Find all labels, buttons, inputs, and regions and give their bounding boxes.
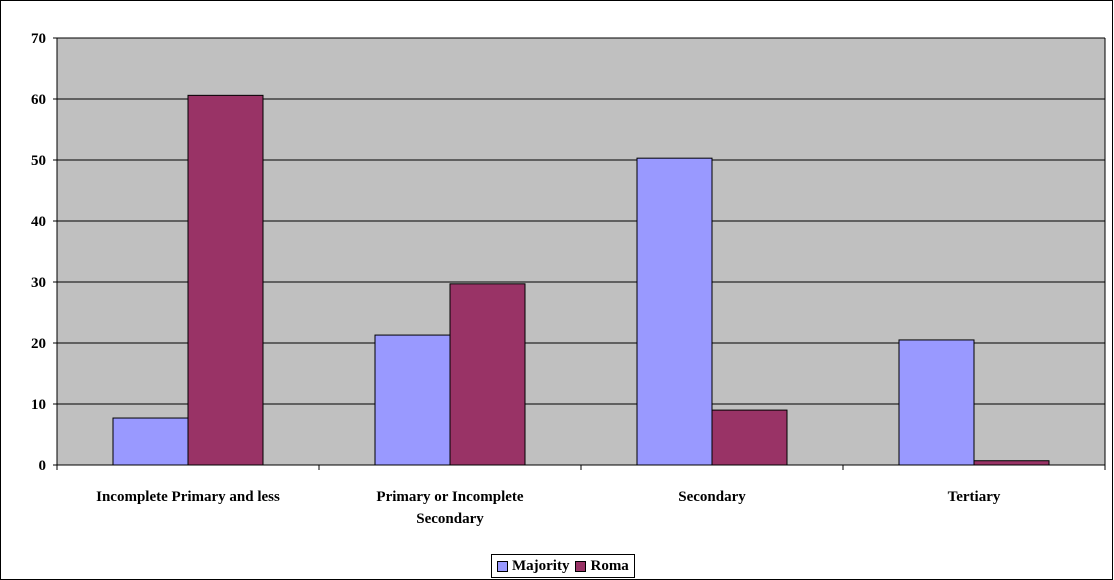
bar-majority: [112, 417, 189, 466]
y-tick-label: 20: [31, 336, 46, 352]
legend-item-roma: Roma: [575, 557, 629, 575]
x-tick-label: Secondary: [678, 489, 746, 505]
bar-majority: [898, 339, 975, 466]
legend-item-majority: Majority: [497, 558, 569, 575]
y-tick-label: 60: [31, 92, 46, 108]
bar-roma: [187, 94, 264, 466]
legend-swatch: [497, 560, 508, 572]
bar-majority: [636, 157, 713, 466]
bar-roma: [449, 283, 526, 466]
x-tick-label: Primary or Incomplete Secondary: [376, 489, 524, 527]
x-tick-label: Incomplete Primary and less: [96, 489, 280, 505]
y-axis-tick-labels: 0 10 20 30 40 50 60 70: [31, 31, 46, 474]
legend: Majority Roma: [491, 554, 635, 578]
bar-roma: [711, 409, 788, 466]
bar-roma: [973, 460, 1050, 466]
axes: [53, 37, 1106, 470]
bar-majority: [374, 334, 451, 466]
x-tick-label: Tertiary: [948, 489, 1001, 505]
y-tick-label: 70: [31, 31, 46, 47]
legend-label: Majority: [512, 557, 570, 574]
legend-swatch: [575, 560, 587, 572]
y-tick-label: 40: [31, 214, 46, 230]
x-axis-tick-labels: Incomplete Primary and less Primary or In…: [96, 489, 1001, 527]
legend-label: Roma: [590, 557, 629, 574]
y-tick-label: 30: [31, 275, 46, 291]
y-tick-label: 0: [39, 458, 47, 474]
y-tick-label: 50: [31, 153, 46, 169]
y-tick-label: 10: [31, 397, 46, 413]
